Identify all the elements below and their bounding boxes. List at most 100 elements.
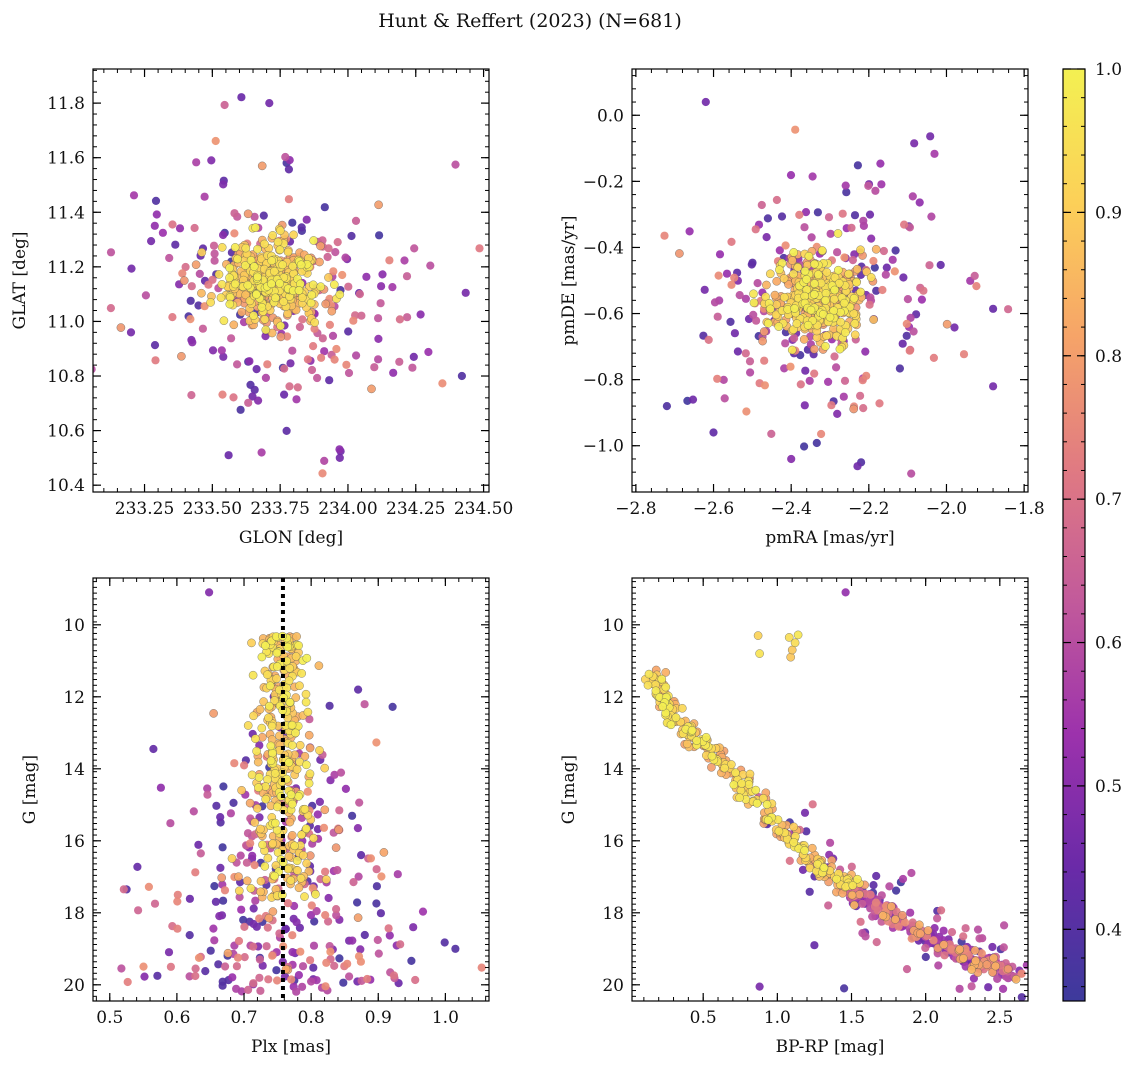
field-star: [227, 334, 236, 343]
field-star: [353, 898, 362, 907]
main-sequence-star: [661, 682, 671, 692]
field-star: [303, 787, 312, 796]
main-sequence-star: [752, 799, 762, 808]
cluster-star: [316, 282, 325, 291]
field-star: [379, 848, 389, 857]
cluster-star: [266, 741, 276, 751]
x-tick-label: 1.0: [764, 1008, 791, 1028]
field-star: [906, 908, 915, 917]
cluster-star: [294, 792, 303, 801]
field-star: [150, 899, 160, 908]
field-star: [129, 191, 139, 200]
cluster-star: [761, 292, 770, 302]
field-star: [903, 295, 913, 304]
cluster-star: [225, 263, 234, 273]
field-star: [230, 759, 239, 768]
cluster-star: [249, 711, 258, 721]
field-star: [219, 782, 228, 791]
x-tick-label: 1.0: [432, 1008, 459, 1028]
field-star: [194, 301, 203, 310]
field-star: [357, 851, 366, 860]
field-star: [219, 352, 228, 361]
field-star: [226, 809, 235, 818]
field-star: [158, 228, 167, 237]
field-star: [116, 323, 126, 332]
field-star: [989, 304, 998, 313]
field-star: [233, 953, 243, 962]
field-star: [440, 938, 449, 947]
field-star: [756, 500, 764, 508]
field-star: [332, 344, 341, 354]
main-sequence-star: [737, 779, 746, 788]
cluster-star: [304, 779, 314, 788]
cluster-star: [802, 275, 811, 284]
field-star: [496, 185, 504, 193]
field-star: [374, 314, 383, 323]
cluster-star: [302, 653, 312, 663]
cluster-star: [830, 273, 840, 282]
field-star: [264, 975, 273, 984]
field-star: [791, 125, 800, 134]
field-star: [902, 331, 911, 340]
field-star: [947, 928, 957, 937]
field-star: [780, 364, 789, 373]
field-star: [700, 285, 709, 294]
main-sequence-star: [977, 949, 986, 958]
cluster-star: [288, 741, 297, 750]
outlier-star: [451, 944, 460, 953]
main-sequence-star: [1017, 969, 1026, 978]
main-sequence-star: [916, 929, 925, 938]
field-star: [341, 784, 350, 794]
field-star: [171, 240, 180, 249]
main-sequence-star: [819, 863, 829, 872]
cluster-star: [283, 864, 293, 874]
field-star: [173, 890, 182, 899]
field-star: [344, 327, 353, 336]
field-star: [246, 839, 255, 848]
data-points: [641, 588, 1028, 1001]
cluster-star: [292, 765, 302, 774]
giant-star: [786, 652, 795, 662]
cluster-star: [253, 804, 262, 813]
field-star: [302, 215, 311, 224]
field-star: [763, 214, 773, 223]
cluster-star: [834, 265, 843, 275]
x-tick-label: −2.8: [615, 499, 656, 519]
cluster-star: [790, 304, 799, 313]
field-star: [198, 324, 207, 333]
field-star: [298, 962, 308, 971]
field-star: [144, 882, 153, 892]
field-star: [93, 365, 96, 374]
field-star: [348, 811, 357, 820]
field-star: [153, 971, 162, 980]
field-star: [842, 188, 851, 197]
main-sequence-star: [758, 794, 768, 803]
cluster-star: [214, 270, 224, 279]
field-star: [984, 983, 993, 992]
field-star: [245, 357, 254, 366]
cluster-star: [253, 244, 262, 254]
cluster-star: [283, 247, 293, 257]
field-star: [349, 316, 358, 325]
main-sequence-star: [887, 902, 896, 911]
field-star: [321, 867, 330, 876]
field-star: [838, 209, 847, 218]
main-sequence-star: [701, 733, 711, 742]
field-star: [850, 211, 860, 220]
cluster-star: [250, 818, 259, 827]
main-sequence-star: [866, 890, 875, 899]
field-star: [1017, 993, 1026, 1001]
x-tick-label: 233.25: [115, 499, 174, 519]
cluster-star: [290, 841, 299, 851]
field-star: [375, 231, 384, 240]
field-star: [228, 973, 237, 982]
field-star: [281, 152, 290, 162]
main-sequence-star: [991, 961, 1000, 971]
cluster-star: [788, 256, 797, 265]
field-star: [237, 905, 246, 914]
cluster-star: [294, 286, 304, 295]
main-sequence-star: [989, 953, 998, 963]
field-star: [847, 223, 856, 232]
cluster-star: [267, 721, 277, 731]
field-star: [685, 227, 694, 236]
